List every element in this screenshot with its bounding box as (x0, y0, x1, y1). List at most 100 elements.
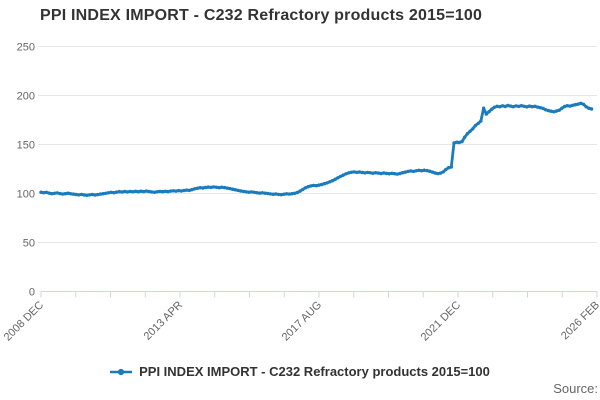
data-point-marker (495, 104, 499, 109)
data-point-marker (476, 121, 480, 126)
data-point-marker (144, 189, 148, 193)
data-point-marker (106, 191, 111, 195)
data-point-marker (228, 186, 232, 191)
data-point-marker (206, 185, 210, 189)
data-point-marker (365, 170, 370, 175)
data-point-marker (371, 171, 375, 175)
data-point-marker (557, 108, 561, 112)
data-point-marker (576, 102, 580, 106)
y-axis-tick-label: 100 (17, 189, 35, 201)
y-axis-tick-label: 0 (29, 287, 35, 299)
data-point-marker (355, 170, 359, 175)
data-point-marker (168, 189, 173, 193)
data-point-marker (514, 104, 518, 108)
data-point-marker (163, 189, 167, 193)
data-point-marker (79, 192, 84, 197)
data-point-marker (428, 169, 432, 173)
data-point-marker (152, 190, 157, 194)
data-point-marker (587, 106, 591, 110)
data-point-marker (239, 189, 243, 193)
data-point-marker (508, 104, 513, 108)
data-point-marker (468, 129, 472, 133)
data-point-marker (322, 182, 327, 186)
data-point-marker (244, 190, 248, 194)
data-point-marker (349, 170, 354, 174)
data-point-marker (544, 108, 548, 112)
data-point-marker (473, 123, 478, 128)
data-point-marker (401, 171, 405, 175)
data-point-marker (160, 190, 165, 194)
data-point-marker (498, 105, 502, 109)
data-point-marker (525, 105, 529, 109)
x-axis-tick-label: 2013 APR (142, 299, 186, 343)
data-point-marker (290, 192, 294, 196)
data-point-marker (185, 188, 189, 192)
y-axis-tick-label: 200 (17, 91, 35, 103)
data-point-marker (177, 188, 181, 193)
y-axis-tick-label: 150 (17, 140, 35, 152)
data-point-marker (311, 183, 316, 188)
legend-label: PPI INDEX IMPORT - C232 Refractory produ… (139, 364, 490, 379)
data-point-marker (357, 170, 362, 174)
data-point-marker (541, 106, 545, 111)
x-axis-tick-label: 2026 FEB (559, 299, 600, 342)
data-point-marker (271, 192, 275, 196)
data-point-marker (303, 186, 308, 190)
data-point-marker (481, 106, 486, 110)
data-point-marker (387, 172, 391, 176)
data-point-marker (114, 190, 119, 194)
data-point-marker (55, 191, 59, 195)
data-point-marker (236, 188, 240, 193)
data-point-marker (363, 171, 367, 175)
data-point-marker (549, 109, 553, 113)
data-point-marker (47, 191, 51, 195)
x-axis-tick-label: 2008 DEC (2, 299, 46, 343)
data-point-marker (217, 186, 221, 190)
data-point-marker (44, 190, 49, 194)
data-point-marker (225, 186, 229, 190)
data-point-marker (374, 171, 378, 175)
data-point-marker (82, 193, 86, 197)
data-point-marker (395, 172, 399, 176)
data-point-marker (195, 186, 200, 190)
data-point-marker (446, 166, 451, 170)
data-point-marker (298, 189, 302, 193)
series-line (39, 101, 593, 197)
data-point-marker (233, 188, 237, 192)
data-point-marker (433, 171, 437, 175)
data-point-marker (295, 190, 300, 195)
data-point-marker (490, 107, 494, 111)
x-axis-tick-label: 2021 DEC (419, 299, 463, 343)
data-point-marker (417, 168, 421, 172)
data-point-marker (344, 172, 348, 176)
data-point-marker (503, 104, 507, 109)
data-point-marker (77, 193, 81, 197)
data-point-marker (411, 169, 416, 174)
data-point-marker (330, 179, 335, 183)
data-point-marker (279, 193, 283, 197)
data-point-marker (500, 104, 505, 108)
data-point-marker (171, 189, 175, 193)
data-point-marker (479, 119, 483, 123)
data-point-marker (519, 104, 524, 108)
legend-line-marker-icon (110, 368, 133, 375)
data-point-marker (444, 167, 448, 172)
data-point-marker (193, 187, 197, 191)
data-point-marker (552, 110, 556, 114)
data-point-marker (589, 107, 594, 111)
data-point-marker (492, 105, 497, 110)
data-point-marker (463, 135, 467, 139)
data-point-marker (554, 109, 559, 113)
legend-item[interactable]: PPI INDEX IMPORT - C232 Refractory produ… (0, 364, 600, 379)
data-point-marker (39, 190, 43, 194)
data-point-marker (203, 185, 208, 190)
data-point-marker (93, 193, 97, 197)
data-point-marker (155, 190, 159, 194)
data-point-marker (579, 101, 583, 106)
data-point-marker (214, 185, 219, 189)
data-point-marker (112, 191, 116, 195)
data-point-marker (266, 191, 270, 196)
data-point-marker (220, 185, 224, 189)
data-point-marker (379, 171, 383, 176)
data-point-marker (325, 181, 329, 185)
